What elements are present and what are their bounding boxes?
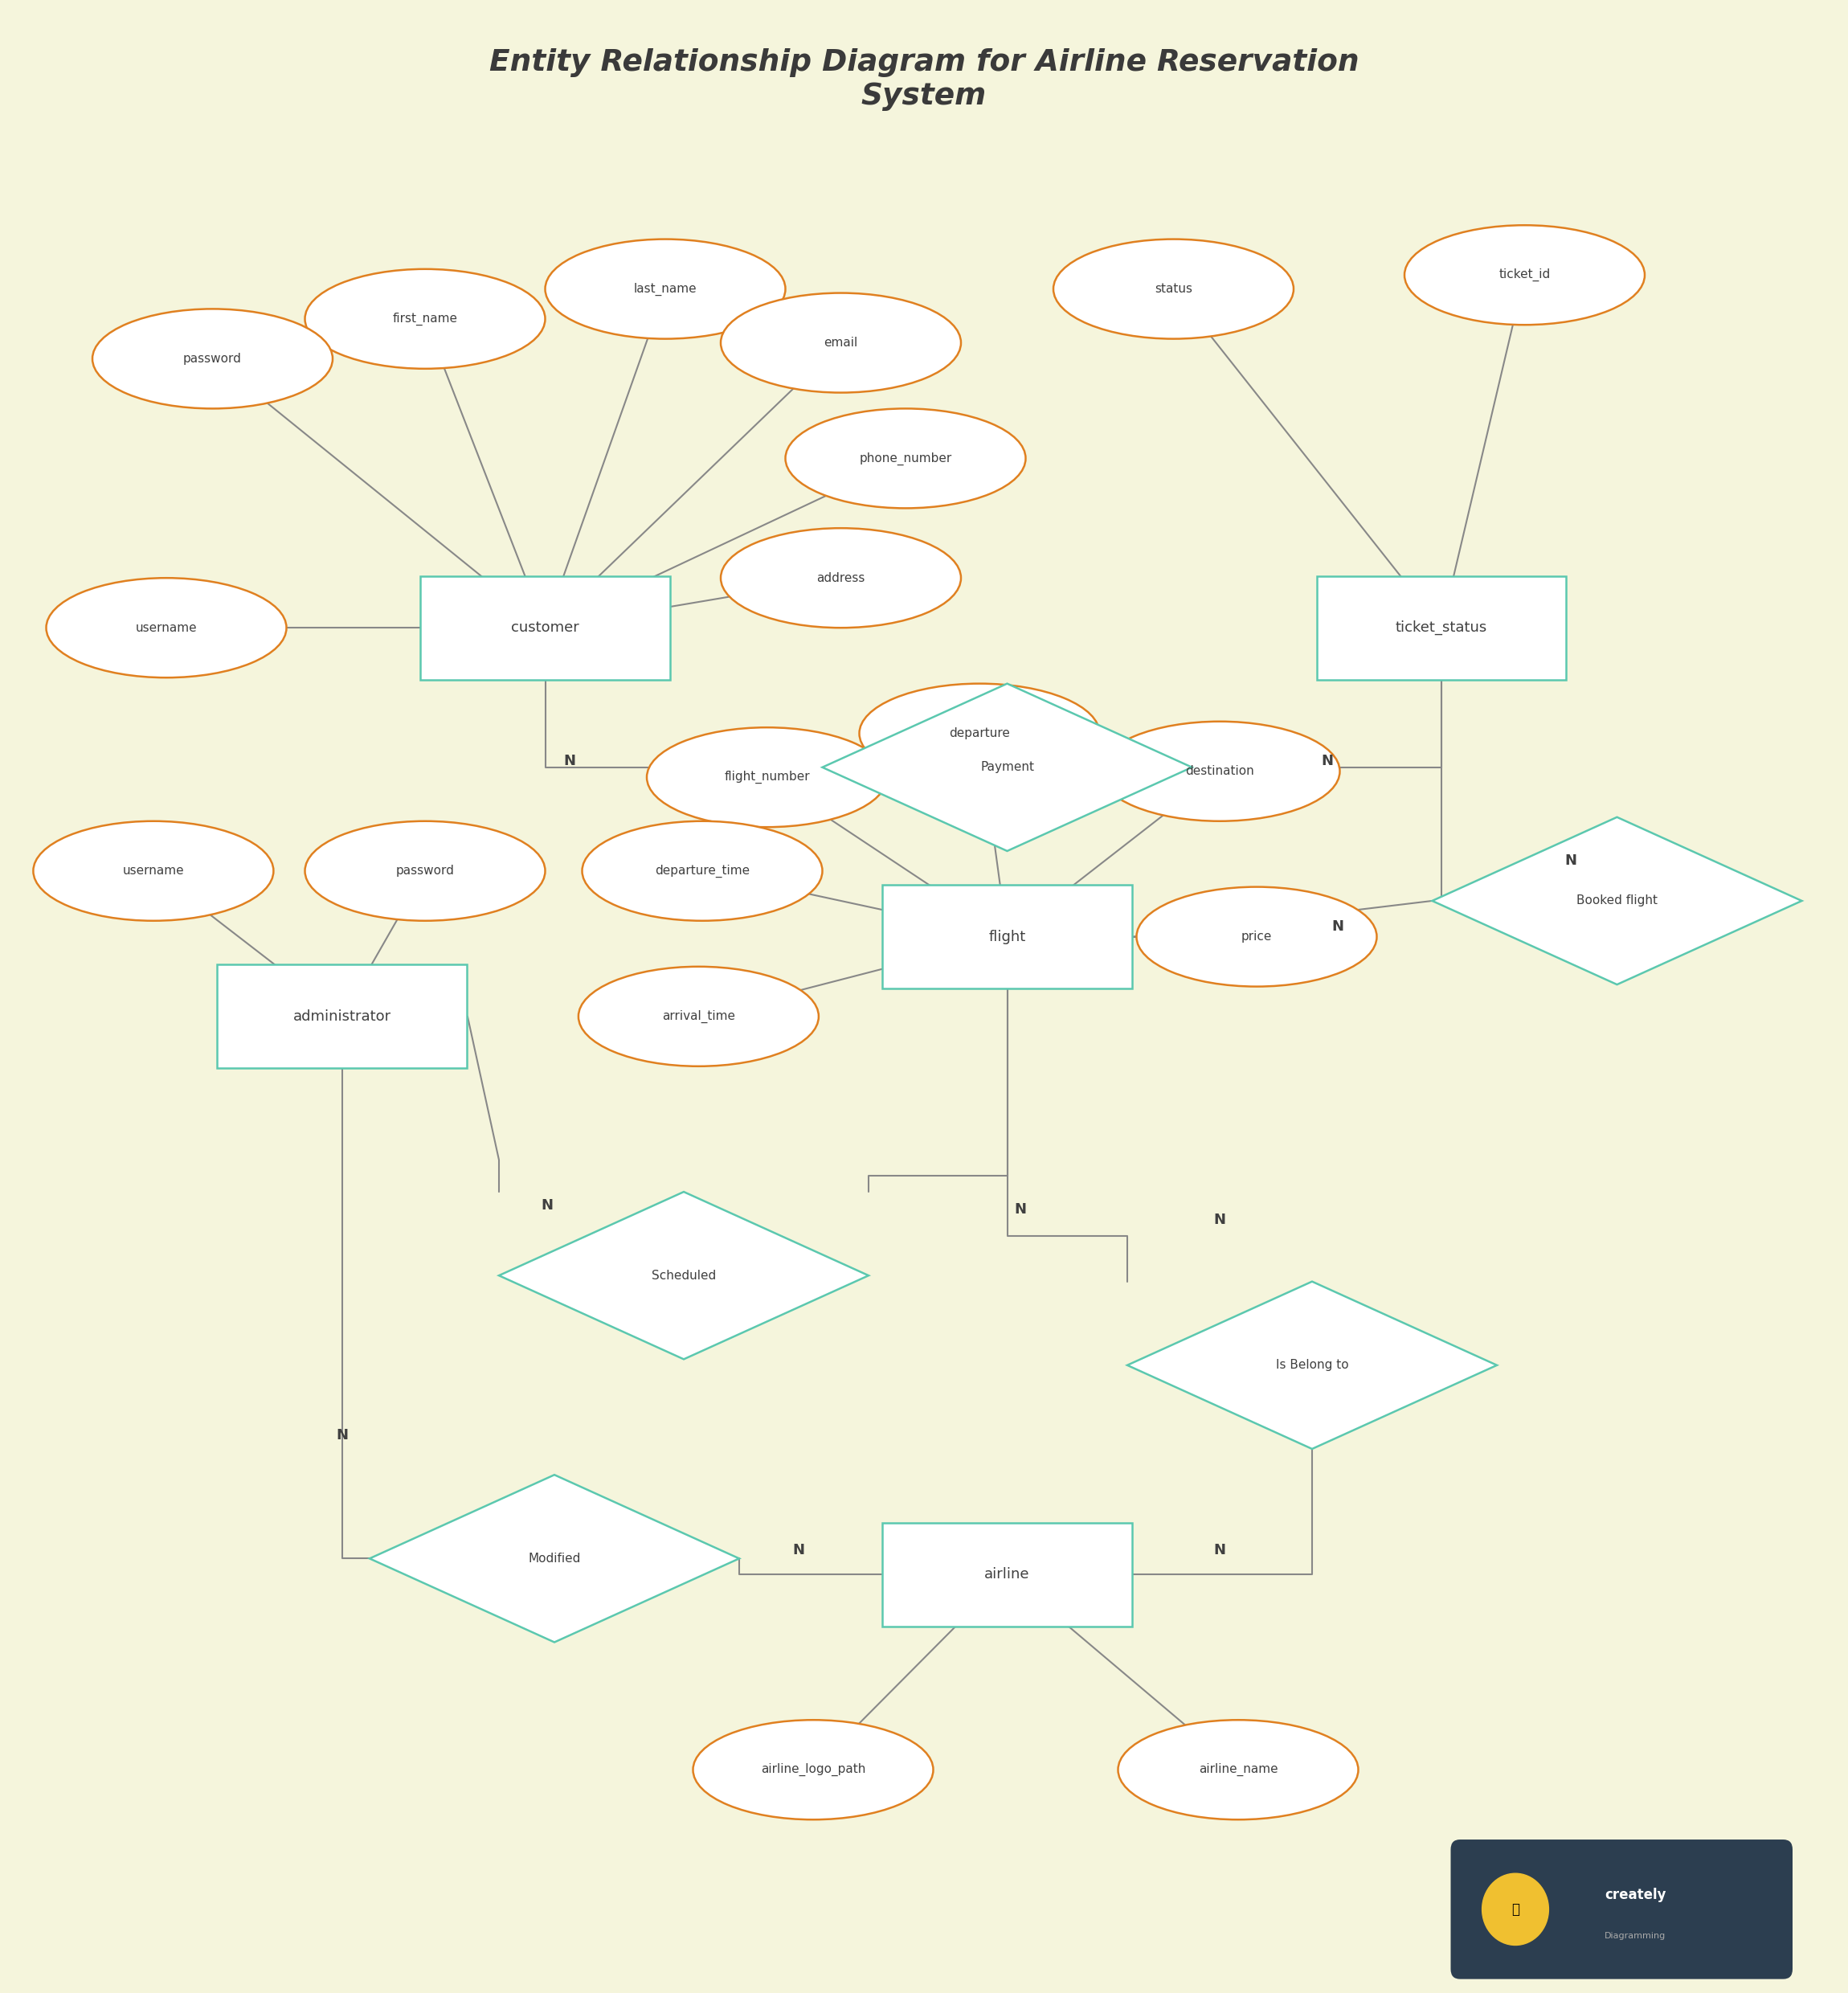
Text: email: email xyxy=(824,337,857,349)
Ellipse shape xyxy=(582,821,822,921)
Text: arrival_time: arrival_time xyxy=(662,1010,736,1022)
Circle shape xyxy=(1482,1873,1549,1945)
Ellipse shape xyxy=(1137,887,1377,987)
Text: airline_logo_path: airline_logo_path xyxy=(761,1764,865,1776)
Text: N: N xyxy=(793,1543,804,1559)
Ellipse shape xyxy=(46,578,286,678)
Ellipse shape xyxy=(305,821,545,921)
Text: departure: departure xyxy=(950,727,1009,739)
Ellipse shape xyxy=(1053,239,1294,339)
Text: status: status xyxy=(1155,283,1192,295)
Ellipse shape xyxy=(33,821,274,921)
FancyBboxPatch shape xyxy=(883,1523,1131,1626)
Text: Entity Relationship Diagram for Airline Reservation
System: Entity Relationship Diagram for Airline … xyxy=(490,48,1358,112)
FancyBboxPatch shape xyxy=(883,885,1131,989)
Ellipse shape xyxy=(693,1720,933,1820)
Text: departure_time: departure_time xyxy=(654,865,750,877)
Polygon shape xyxy=(1432,817,1802,985)
Text: Modified: Modified xyxy=(529,1553,580,1565)
Ellipse shape xyxy=(721,528,961,628)
Text: first_name: first_name xyxy=(392,313,458,325)
Text: 💡: 💡 xyxy=(1512,1901,1519,1917)
Text: username: username xyxy=(122,865,185,877)
Text: address: address xyxy=(817,572,865,584)
Text: N: N xyxy=(1565,853,1576,869)
Ellipse shape xyxy=(647,727,887,827)
Ellipse shape xyxy=(859,684,1100,783)
Text: destination: destination xyxy=(1185,765,1255,777)
FancyBboxPatch shape xyxy=(421,576,669,680)
Text: creately: creately xyxy=(1604,1887,1667,1901)
FancyBboxPatch shape xyxy=(1451,1840,1793,1979)
Text: airline: airline xyxy=(985,1566,1029,1582)
Text: administrator: administrator xyxy=(292,1008,392,1024)
Text: N: N xyxy=(1015,1202,1026,1218)
Text: Payment: Payment xyxy=(979,761,1035,773)
Polygon shape xyxy=(1127,1281,1497,1449)
Text: N: N xyxy=(564,753,575,769)
Text: flight_number: flight_number xyxy=(724,771,809,783)
Text: Is Belong to: Is Belong to xyxy=(1275,1359,1349,1371)
Ellipse shape xyxy=(785,409,1026,508)
Polygon shape xyxy=(499,1192,869,1359)
Text: N: N xyxy=(1214,1212,1225,1228)
Ellipse shape xyxy=(545,239,785,339)
Text: ticket_id: ticket_id xyxy=(1499,269,1550,281)
Ellipse shape xyxy=(1100,721,1340,821)
Ellipse shape xyxy=(578,967,819,1066)
Text: Booked flight: Booked flight xyxy=(1576,895,1658,907)
Polygon shape xyxy=(370,1475,739,1642)
Text: customer: customer xyxy=(512,620,578,636)
Text: N: N xyxy=(1214,1543,1225,1559)
Text: flight: flight xyxy=(989,929,1026,945)
Text: N: N xyxy=(336,1427,347,1443)
Polygon shape xyxy=(822,684,1192,851)
FancyBboxPatch shape xyxy=(218,965,466,1068)
Text: ticket_status: ticket_status xyxy=(1395,620,1488,636)
Ellipse shape xyxy=(305,269,545,369)
Text: password: password xyxy=(183,353,242,365)
FancyBboxPatch shape xyxy=(1316,576,1567,680)
Ellipse shape xyxy=(721,293,961,393)
Text: password: password xyxy=(395,865,455,877)
Text: phone_number: phone_number xyxy=(859,452,952,464)
Text: Diagramming: Diagramming xyxy=(1604,1931,1667,1939)
Text: price: price xyxy=(1242,931,1271,943)
Text: last_name: last_name xyxy=(634,283,697,295)
Ellipse shape xyxy=(92,309,333,409)
Text: N: N xyxy=(541,1198,553,1214)
Text: airline_name: airline_name xyxy=(1199,1764,1277,1776)
Text: N: N xyxy=(1321,753,1332,769)
Text: username: username xyxy=(135,622,198,634)
Ellipse shape xyxy=(1404,225,1645,325)
Ellipse shape xyxy=(1118,1720,1358,1820)
Text: Scheduled: Scheduled xyxy=(652,1270,715,1281)
Text: N: N xyxy=(1332,919,1343,935)
